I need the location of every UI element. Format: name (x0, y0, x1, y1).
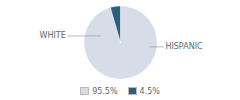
svg-text:WHITE: WHITE (39, 31, 65, 40)
html-text:4.5%: 4.5% (139, 86, 160, 96)
svg-text:HISPANIC: HISPANIC (165, 42, 203, 51)
html-text:95.5%: 95.5% (92, 86, 118, 96)
